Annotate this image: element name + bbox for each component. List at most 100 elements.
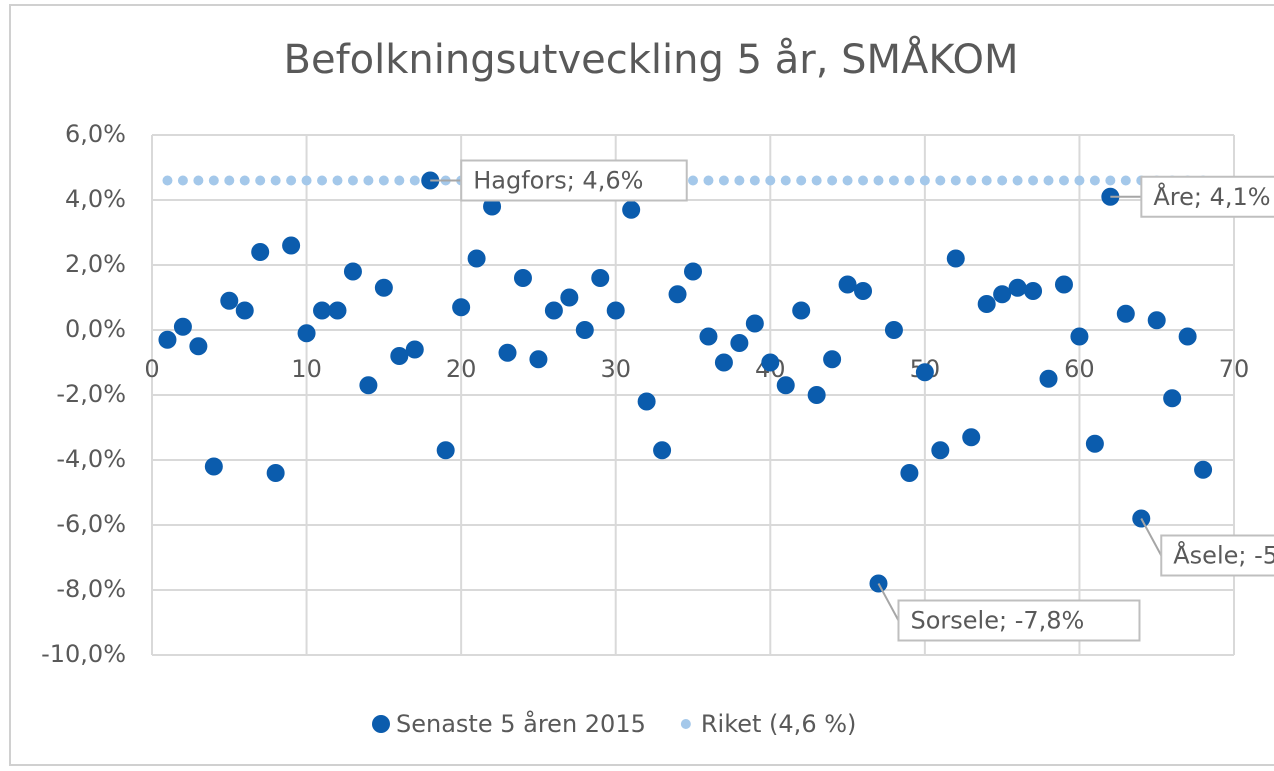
data-point (1054, 275, 1073, 294)
data-point (714, 353, 733, 372)
data-point (173, 317, 192, 336)
data-point (301, 175, 312, 186)
data-point (297, 324, 316, 343)
data-point (270, 175, 281, 186)
data-point (483, 197, 502, 216)
data-point (467, 249, 486, 268)
data-point (251, 243, 270, 261)
data-point (193, 175, 204, 186)
data-point (332, 175, 343, 186)
data-point (915, 363, 934, 382)
data-label-box (460, 159, 688, 202)
data-point (498, 343, 517, 362)
data-point (343, 262, 362, 281)
data-point (606, 301, 625, 320)
data-point (977, 295, 996, 313)
data-point (919, 175, 930, 186)
data-point (317, 175, 328, 186)
y-tick-label: 0,0% (65, 315, 126, 343)
data-point (1120, 175, 1131, 186)
data-label-box (1140, 175, 1274, 218)
y-tick-label: -2,0% (56, 380, 126, 408)
data-point (935, 175, 946, 186)
data-point (394, 175, 405, 186)
data-point (688, 175, 698, 186)
data-point (1058, 175, 1069, 186)
data-point (436, 441, 455, 460)
x-tick-label: 20 (446, 355, 477, 383)
data-label: Åsele; -5,8% (1173, 541, 1274, 570)
data-point (1194, 460, 1213, 479)
data-point (1039, 369, 1058, 388)
leader-line (877, 583, 900, 621)
data-point (591, 269, 610, 287)
data-point (162, 175, 173, 186)
data-point (177, 175, 188, 186)
data-point (873, 175, 884, 186)
data-point (359, 376, 378, 395)
data-point (286, 175, 297, 186)
data-point (1147, 311, 1166, 330)
data-point (1043, 175, 1054, 186)
data-point (765, 175, 776, 186)
data-point (796, 175, 807, 186)
data-point (1089, 175, 1100, 186)
data-point (668, 285, 687, 304)
data-point (776, 376, 795, 395)
x-tick-label: 10 (291, 355, 322, 383)
x-tick-label: 70 (1219, 355, 1250, 383)
data-point (560, 288, 579, 307)
data-point (1028, 175, 1039, 186)
data-point (950, 175, 961, 186)
chart-title: Befolkningsutveckling 5 år, SMÅKOM (284, 35, 1019, 83)
data-point (1008, 278, 1027, 297)
data-point (1163, 389, 1182, 408)
x-tick-label: 0 (144, 355, 159, 383)
data-label: Åre; 4,1% (1153, 182, 1270, 211)
data-point (622, 200, 641, 219)
data-label-box (1160, 534, 1274, 577)
data-point (529, 350, 548, 369)
data-point (282, 236, 301, 255)
data-point (966, 175, 977, 186)
data-point (239, 175, 250, 186)
data-point (761, 353, 780, 372)
data-point (313, 301, 332, 320)
data-point (204, 457, 223, 476)
data-point (637, 392, 656, 411)
legend-label: Senaste 5 åren 2015 (396, 709, 646, 738)
data-point (730, 334, 749, 352)
y-tick-label: -10,0% (41, 640, 126, 668)
data-point (718, 175, 729, 186)
data-point (347, 175, 358, 186)
data-point (1074, 175, 1085, 186)
data-point (842, 175, 853, 186)
data-point (854, 282, 873, 300)
data-point (409, 175, 420, 186)
y-tick-label: -6,0% (56, 510, 126, 538)
legend-label: Riket (4,6 %) (701, 710, 857, 738)
data-point (363, 175, 374, 186)
data-point (827, 175, 838, 186)
data-point (981, 175, 992, 186)
data-label: Sorsele; -7,8% (910, 607, 1084, 635)
data-point (962, 428, 981, 447)
data-point (266, 464, 285, 482)
data-point (997, 175, 1008, 186)
data-label: Hagfors; 4,6% (473, 167, 643, 195)
data-point (745, 314, 764, 333)
data-point (575, 321, 594, 339)
data-point (1105, 175, 1116, 186)
data-point (452, 298, 471, 317)
data-point (858, 175, 869, 186)
data-point (684, 262, 702, 281)
data-point (823, 350, 842, 369)
data-point (946, 249, 965, 268)
leader-line (1140, 518, 1163, 556)
data-point (328, 301, 347, 320)
y-tick-label: -8,0% (56, 575, 126, 603)
y-tick-label: 4,0% (65, 185, 126, 213)
data-point (390, 347, 409, 365)
